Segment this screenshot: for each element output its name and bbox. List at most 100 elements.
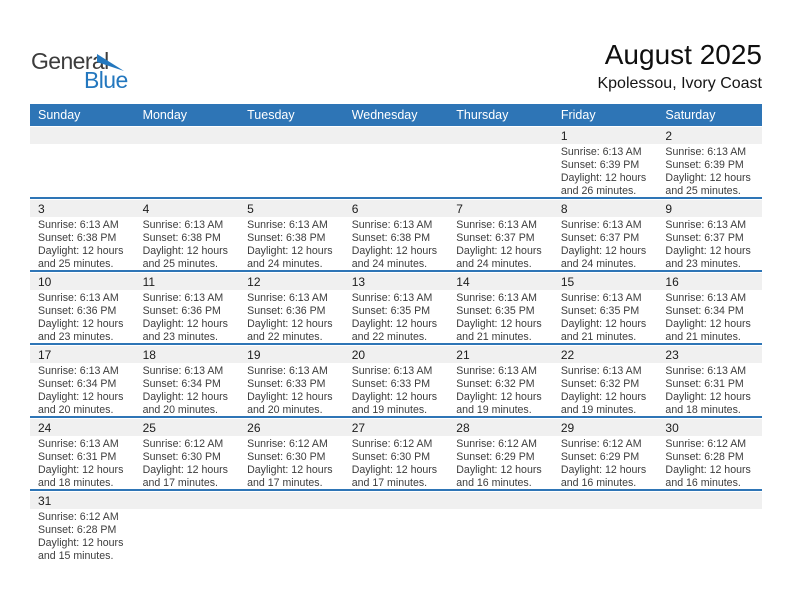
day-detail-line: Daylight: 12 hours <box>142 318 228 330</box>
day-number-28: 28 <box>456 420 470 435</box>
day-detail-line: and 26 minutes. <box>560 185 637 197</box>
day-detail-line: Sunset: 6:29 PM <box>456 451 535 463</box>
day-number-26: 26 <box>247 420 261 435</box>
day-detail-line: Sunset: 6:34 PM <box>142 378 221 390</box>
day-details-17: Sunrise: 6:13 AM Sunset: 6:34 PM Daylight:… <box>30 363 135 416</box>
day-detail-line: Sunset: 6:34 PM <box>38 378 117 390</box>
day-number-16: 16 <box>665 274 679 289</box>
day-detail-line: Daylight: 12 hours <box>560 391 647 403</box>
day-number-4: 4 <box>142 201 150 216</box>
day-detail-line: and 22 minutes. <box>351 331 428 343</box>
day-detail-line: Daylight: 12 hours <box>142 391 228 403</box>
day-details-16: Sunrise: 6:13 AM Sunset: 6:34 PM Daylight:… <box>657 290 762 343</box>
day-detail-line: Daylight: 12 hours <box>247 464 333 476</box>
day-detail-line: and 20 minutes. <box>247 404 323 416</box>
day-detail-line: Sunset: 6:33 PM <box>351 378 431 390</box>
day-detail-line: Sunrise: 6:13 AM <box>142 292 224 304</box>
day-detail-line: Sunrise: 6:13 AM <box>560 292 642 304</box>
day-detail-line: Daylight: 12 hours <box>142 464 228 476</box>
day-details-3: Sunrise: 6:13 AM Sunset: 6:38 PM Daylight:… <box>30 217 135 270</box>
day-number-5: 5 <box>247 201 254 216</box>
weekday-header-monday: Monday <box>142 108 188 122</box>
day-number-29: 29 <box>560 420 575 435</box>
title-block: August 2025 Kpolessou, Ivory Coast <box>597 40 762 93</box>
day-detail-line: Daylight: 12 hours <box>456 245 542 257</box>
day-details-row: Sunrise: 6:12 AM Sunset: 6:28 PM Daylight:… <box>30 509 762 562</box>
day-detail-line: and 18 minutes. <box>665 404 741 416</box>
day-details-row: Sunrise: 6:13 AM Sunset: 6:38 PM Daylight:… <box>30 217 762 270</box>
day-detail-line: and 21 minutes. <box>560 331 637 343</box>
day-detail-line: and 22 minutes. <box>247 331 323 343</box>
day-detail-line: Daylight: 12 hours <box>38 537 124 549</box>
day-detail-line: Sunset: 6:28 PM <box>38 524 117 536</box>
day-number-13: 13 <box>351 274 366 289</box>
day-detail-line: Sunset: 6:30 PM <box>247 451 326 463</box>
logo-triangle-icon <box>97 54 124 77</box>
day-detail-line: and 24 minutes. <box>247 258 323 270</box>
weekday-header-row: Sunday Monday Tuesday Wednesday Thursday Frid… <box>30 104 762 126</box>
day-detail-line: Daylight: 12 hours <box>38 391 124 403</box>
day-detail-line: Sunset: 6:30 PM <box>351 451 431 463</box>
day-detail-line: Daylight: 12 hours <box>560 318 647 330</box>
day-detail-line: Daylight: 12 hours <box>560 172 647 184</box>
day-detail-line: and 16 minutes. <box>665 477 741 489</box>
week-row-5: 24 25 26 27 28 29 30 Sunrise: 6:13 AM Sunset: 6:… <box>30 419 762 491</box>
day-number-3: 3 <box>38 201 45 216</box>
day-detail-line: Sunrise: 6:13 AM <box>142 365 224 377</box>
logo-text-blue: Blue <box>84 67 128 93</box>
day-detail-line: and 23 minutes. <box>665 258 741 270</box>
weekday-header-friday: Friday <box>560 108 596 122</box>
day-detail-line: Sunrise: 6:12 AM <box>665 438 747 450</box>
day-detail-line: and 17 minutes. <box>351 477 428 489</box>
day-details-27: Sunrise: 6:12 AM Sunset: 6:30 PM Daylight:… <box>344 436 449 489</box>
day-number-8: 8 <box>560 201 568 216</box>
day-number-21: 21 <box>456 347 470 362</box>
day-detail-line: and 24 minutes. <box>456 258 532 270</box>
day-details-9: Sunrise: 6:13 AM Sunset: 6:37 PM Daylight:… <box>657 217 762 270</box>
day-detail-line: Sunrise: 6:13 AM <box>456 219 537 231</box>
day-detail-line: and 25 minutes. <box>665 185 741 197</box>
day-number-9: 9 <box>665 201 673 216</box>
weekday-header-wednesday: Wednesday <box>351 108 418 122</box>
day-detail-line: Daylight: 12 hours <box>38 318 124 330</box>
day-number-23: 23 <box>665 347 679 362</box>
day-details-13: Sunrise: 6:13 AM Sunset: 6:35 PM Daylight:… <box>344 290 449 343</box>
day-detail-line: Sunrise: 6:13 AM <box>665 219 747 231</box>
day-details-row: Sunrise: 6:13 AM Sunset: 6:36 PM Daylight:… <box>30 290 762 343</box>
day-detail-line: Sunset: 6:35 PM <box>560 305 640 317</box>
day-detail-line: Sunset: 6:30 PM <box>142 451 221 463</box>
day-number-12: 12 <box>247 274 261 289</box>
day-detail-line: Sunset: 6:37 PM <box>665 232 744 244</box>
day-detail-line: Sunset: 6:36 PM <box>142 305 221 317</box>
day-detail-line: and 16 minutes. <box>560 477 637 489</box>
day-details-4: Sunrise: 6:13 AM Sunset: 6:38 PM Daylight:… <box>135 217 240 270</box>
day-details-7: Sunrise: 6:13 AM Sunset: 6:37 PM Daylight:… <box>448 217 553 270</box>
day-detail-line: Sunrise: 6:13 AM <box>351 365 433 377</box>
week-row-4: 17 18 19 20 21 22 23 Sunrise: 6:13 AM Sunset: 6:… <box>30 346 762 418</box>
day-detail-line: Sunrise: 6:13 AM <box>38 365 119 377</box>
day-number-30: 30 <box>665 420 679 435</box>
day-detail-line: Sunrise: 6:13 AM <box>38 438 119 450</box>
day-details-20: Sunrise: 6:13 AM Sunset: 6:33 PM Daylight:… <box>344 363 449 416</box>
day-detail-line: Daylight: 12 hours <box>560 464 647 476</box>
day-detail-line: and 19 minutes. <box>351 404 428 416</box>
day-number-strip: 17 18 19 20 21 22 23 <box>30 346 762 363</box>
day-detail-line: Sunrise: 6:13 AM <box>665 365 747 377</box>
day-number-1: 1 <box>560 128 568 143</box>
day-detail-line: Sunset: 6:37 PM <box>560 232 640 244</box>
day-detail-line: Sunrise: 6:13 AM <box>351 292 433 304</box>
day-details-19: Sunrise: 6:13 AM Sunset: 6:33 PM Daylight:… <box>239 363 344 416</box>
day-number-strip: 10 11 12 13 14 15 16 <box>30 273 762 290</box>
empty-day-details-cell <box>657 509 762 562</box>
page-title: August 2025 <box>604 39 762 70</box>
day-detail-line: Sunrise: 6:12 AM <box>247 438 328 450</box>
day-details-11: Sunrise: 6:13 AM Sunset: 6:36 PM Daylight:… <box>135 290 240 343</box>
day-detail-line: Daylight: 12 hours <box>38 245 124 257</box>
day-detail-line: and 19 minutes. <box>456 404 532 416</box>
calendar-grid: Sunday Monday Tuesday Wednesday Thursday Frid… <box>30 104 762 562</box>
day-detail-line: Daylight: 12 hours <box>456 391 542 403</box>
day-detail-line: and 19 minutes. <box>560 404 637 416</box>
empty-day-details-cell <box>344 144 449 197</box>
weeks-container: 1 2 Sunrise: 6:13 AM Sunset: 6:39 PM Dayligh… <box>30 127 762 562</box>
